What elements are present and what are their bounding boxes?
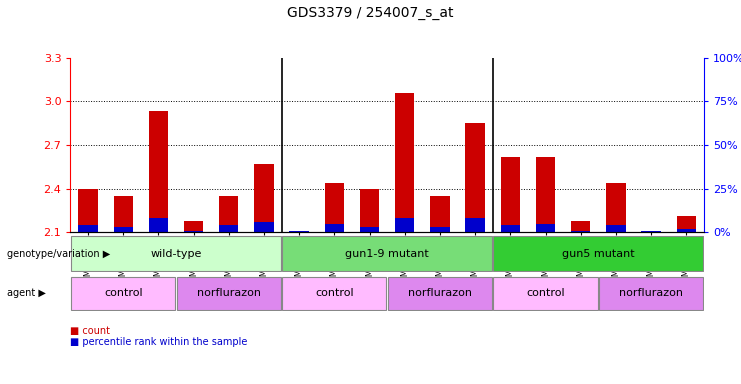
Bar (79, 189, 98, 232)
Text: ■ percentile rank within the sample: ■ percentile rank within the sample (70, 337, 247, 347)
Text: gun1-9 mutant: gun1-9 mutant (345, 248, 429, 259)
Bar (360, 189, 379, 232)
Bar (71, 236, 281, 271)
Bar (431, 196, 450, 232)
Text: control: control (526, 288, 565, 298)
Bar (536, 157, 555, 232)
Bar (388, 277, 492, 310)
Bar (536, 223, 555, 232)
Bar (290, 231, 309, 232)
Bar (642, 231, 661, 232)
Text: wild-type: wild-type (150, 248, 202, 259)
Bar (677, 229, 696, 232)
Bar (465, 218, 485, 232)
Bar (494, 236, 703, 271)
Bar (606, 225, 625, 232)
Bar (642, 230, 661, 232)
Bar (184, 221, 203, 232)
Text: control: control (315, 288, 353, 298)
Bar (465, 123, 485, 232)
Text: ■ count: ■ count (70, 326, 110, 336)
Bar (149, 111, 168, 232)
Bar (360, 227, 379, 232)
Text: genotype/variation ▶: genotype/variation ▶ (7, 248, 110, 259)
Bar (219, 225, 239, 232)
Text: agent ▶: agent ▶ (7, 288, 46, 298)
Bar (290, 230, 309, 232)
Bar (325, 223, 344, 232)
Bar (677, 216, 696, 232)
Bar (494, 277, 598, 310)
Text: norflurazon: norflurazon (197, 288, 261, 298)
Bar (395, 93, 414, 232)
Text: norflurazon: norflurazon (408, 288, 472, 298)
Bar (79, 225, 98, 232)
Bar (606, 183, 625, 232)
Bar (184, 230, 203, 232)
Bar (282, 236, 492, 271)
Bar (282, 277, 387, 310)
Bar (431, 227, 450, 232)
Bar (254, 164, 273, 232)
Bar (254, 222, 273, 232)
Bar (571, 230, 591, 232)
Bar (149, 218, 168, 232)
Bar (599, 277, 703, 310)
Bar (113, 196, 133, 232)
Bar (571, 221, 591, 232)
Bar (395, 218, 414, 232)
Bar (325, 183, 344, 232)
Bar (71, 277, 176, 310)
Bar (176, 277, 281, 310)
Bar (113, 227, 133, 232)
Bar (501, 157, 520, 232)
Text: GDS3379 / 254007_s_at: GDS3379 / 254007_s_at (288, 6, 453, 20)
Bar (501, 225, 520, 232)
Text: control: control (104, 288, 142, 298)
Text: gun5 mutant: gun5 mutant (562, 248, 635, 259)
Bar (219, 196, 239, 232)
Text: norflurazon: norflurazon (619, 288, 683, 298)
